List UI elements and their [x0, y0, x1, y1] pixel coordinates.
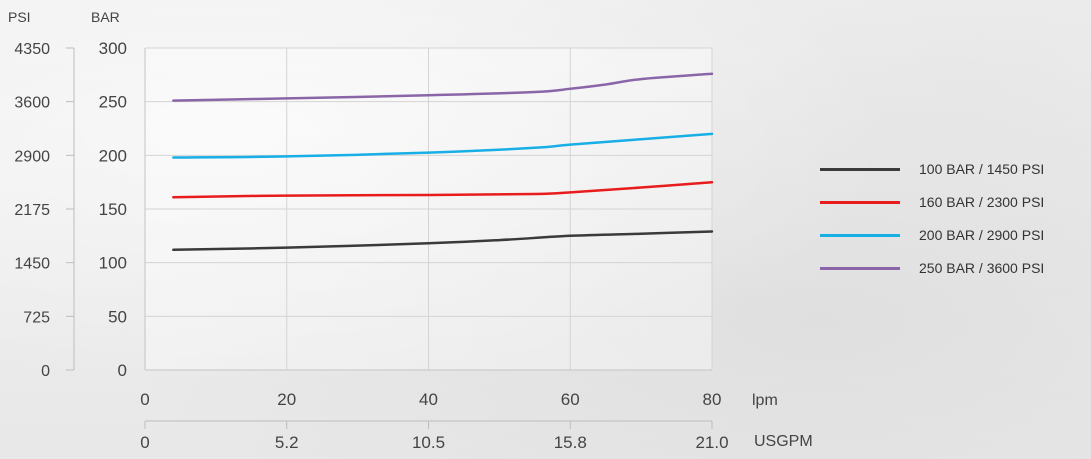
legend-label: 200 BAR / 2900 PSI — [919, 227, 1045, 243]
series-line-2 — [172, 180, 714, 199]
usgpm-tick-label: 5.2 — [275, 433, 299, 452]
psi-tick-label: 2175 — [14, 202, 50, 219]
legend-swatch — [820, 234, 900, 237]
usgpm-tick-label: 21.0 — [695, 433, 728, 452]
psi-tick-label: 725 — [23, 309, 50, 326]
series-line-4 — [172, 72, 714, 102]
bar-tick-label: 300 — [99, 39, 127, 58]
psi-tick-label: 3600 — [14, 95, 50, 112]
bar-tick-label: 100 — [99, 254, 127, 273]
legend-item: 250 BAR / 3600 PSI — [820, 259, 1090, 279]
legend-label: 100 BAR / 1450 PSI — [919, 161, 1045, 177]
bar-tick-label: 250 — [99, 93, 127, 112]
legend-label: 160 BAR / 2300 PSI — [919, 194, 1045, 210]
series-line-3 — [172, 132, 714, 159]
legend-swatch — [820, 201, 900, 204]
usgpm-tick-label: 0 — [140, 433, 149, 452]
tick-labels: PSI BAR lpm USGPM 0 50 100 150 200 250 300 0 20 4… — [8, 9, 813, 452]
lpm-tick-label: 80 — [703, 390, 722, 409]
legend-item: 100 BAR / 1450 PSI — [820, 160, 1090, 180]
usgpm-tick-label: 15.8 — [554, 433, 587, 452]
psi-axis-label: PSI — [8, 9, 31, 25]
legend-item: 200 BAR / 2900 PSI — [820, 226, 1090, 246]
lpm-tick-label: 20 — [277, 390, 296, 409]
bar-tick-label: 50 — [108, 307, 127, 326]
legend-label: 250 BAR / 3600 PSI — [919, 260, 1045, 276]
bar-tick-label: 150 — [99, 200, 127, 219]
legend-item: 160 BAR / 2300 PSI — [820, 193, 1090, 213]
legend-swatch — [820, 267, 900, 270]
usgpm-axis-label: USGPM — [754, 433, 813, 450]
usgpm-tick-label: 10.5 — [412, 433, 445, 452]
lpm-axis-label: lpm — [752, 392, 778, 409]
grid — [144, 47, 713, 371]
bar-axis-label: BAR — [91, 9, 120, 25]
legend-swatch — [820, 168, 900, 171]
psi-tick-label: 2900 — [14, 148, 50, 165]
bar-tick-label: 200 — [99, 146, 127, 165]
psi-tick-label: 1450 — [14, 256, 50, 273]
lpm-tick-label: 60 — [561, 390, 580, 409]
lpm-tick-label: 0 — [140, 390, 149, 409]
lpm-tick-label: 40 — [419, 390, 438, 409]
bar-tick-label: 0 — [118, 361, 127, 380]
series-lines — [172, 72, 714, 252]
psi-tick-label: 0 — [41, 363, 50, 380]
axes — [66, 47, 713, 429]
series-line-1 — [172, 230, 714, 252]
psi-tick-label: 4350 — [14, 41, 50, 58]
